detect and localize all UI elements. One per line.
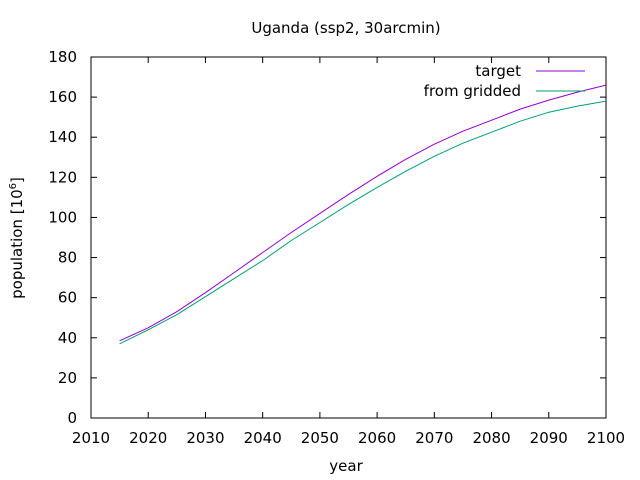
x-tick-label-2060: 2060 [358,429,396,447]
x-tick-label-2030: 2030 [186,429,224,447]
x-tick-label-2090: 2090 [530,429,568,447]
x-axis: 2010 2020 2030 2040 2050 2060 2070 2080 2090 2100 [72,57,625,447]
y-tick-label-60: 60 [58,289,77,307]
legend: target from gridded [424,62,585,100]
x-tick-label-2050: 2050 [301,429,339,447]
y-tick-label-40: 40 [58,329,77,347]
legend-label-target: target [475,62,521,80]
x-tick-label-2010: 2010 [72,429,110,447]
x-tick-label-2070: 2070 [415,429,453,447]
y-tick-label-180: 180 [48,48,77,66]
y-axis-label-main: population [10 [8,189,26,299]
y-tick-label-140: 140 [48,128,77,146]
x-tick-label-2020: 2020 [129,429,167,447]
y-tick-label-80: 80 [58,249,77,267]
series-lines [119,84,607,345]
x-tick-label-2080: 2080 [472,429,510,447]
legend-label-from-gridded: from gridded [424,82,521,100]
y-axis-label-superscript: 6 [8,183,19,189]
y-axis-label-close: ] [8,177,26,183]
x-tick-label-2100: 2100 [587,429,625,447]
y-tick-label-20: 20 [58,369,77,387]
y-tick-label-120: 120 [48,168,77,186]
series-line-target [119,84,607,342]
y-axis-label: population [106] [8,177,26,299]
y-tick-label-160: 160 [48,88,77,106]
y-tick-label-0: 0 [67,409,77,427]
series-line-from-gridded [119,100,607,345]
y-tick-label-100: 100 [48,208,77,226]
x-tick-label-2040: 2040 [244,429,282,447]
x-axis-label: year [329,457,363,475]
plot-frame [90,56,607,419]
y-axis: 0 20 40 60 80 100 120 140 160 180 [48,48,606,427]
chart-title: Uganda (ssp2, 30arcmin) [251,19,440,37]
